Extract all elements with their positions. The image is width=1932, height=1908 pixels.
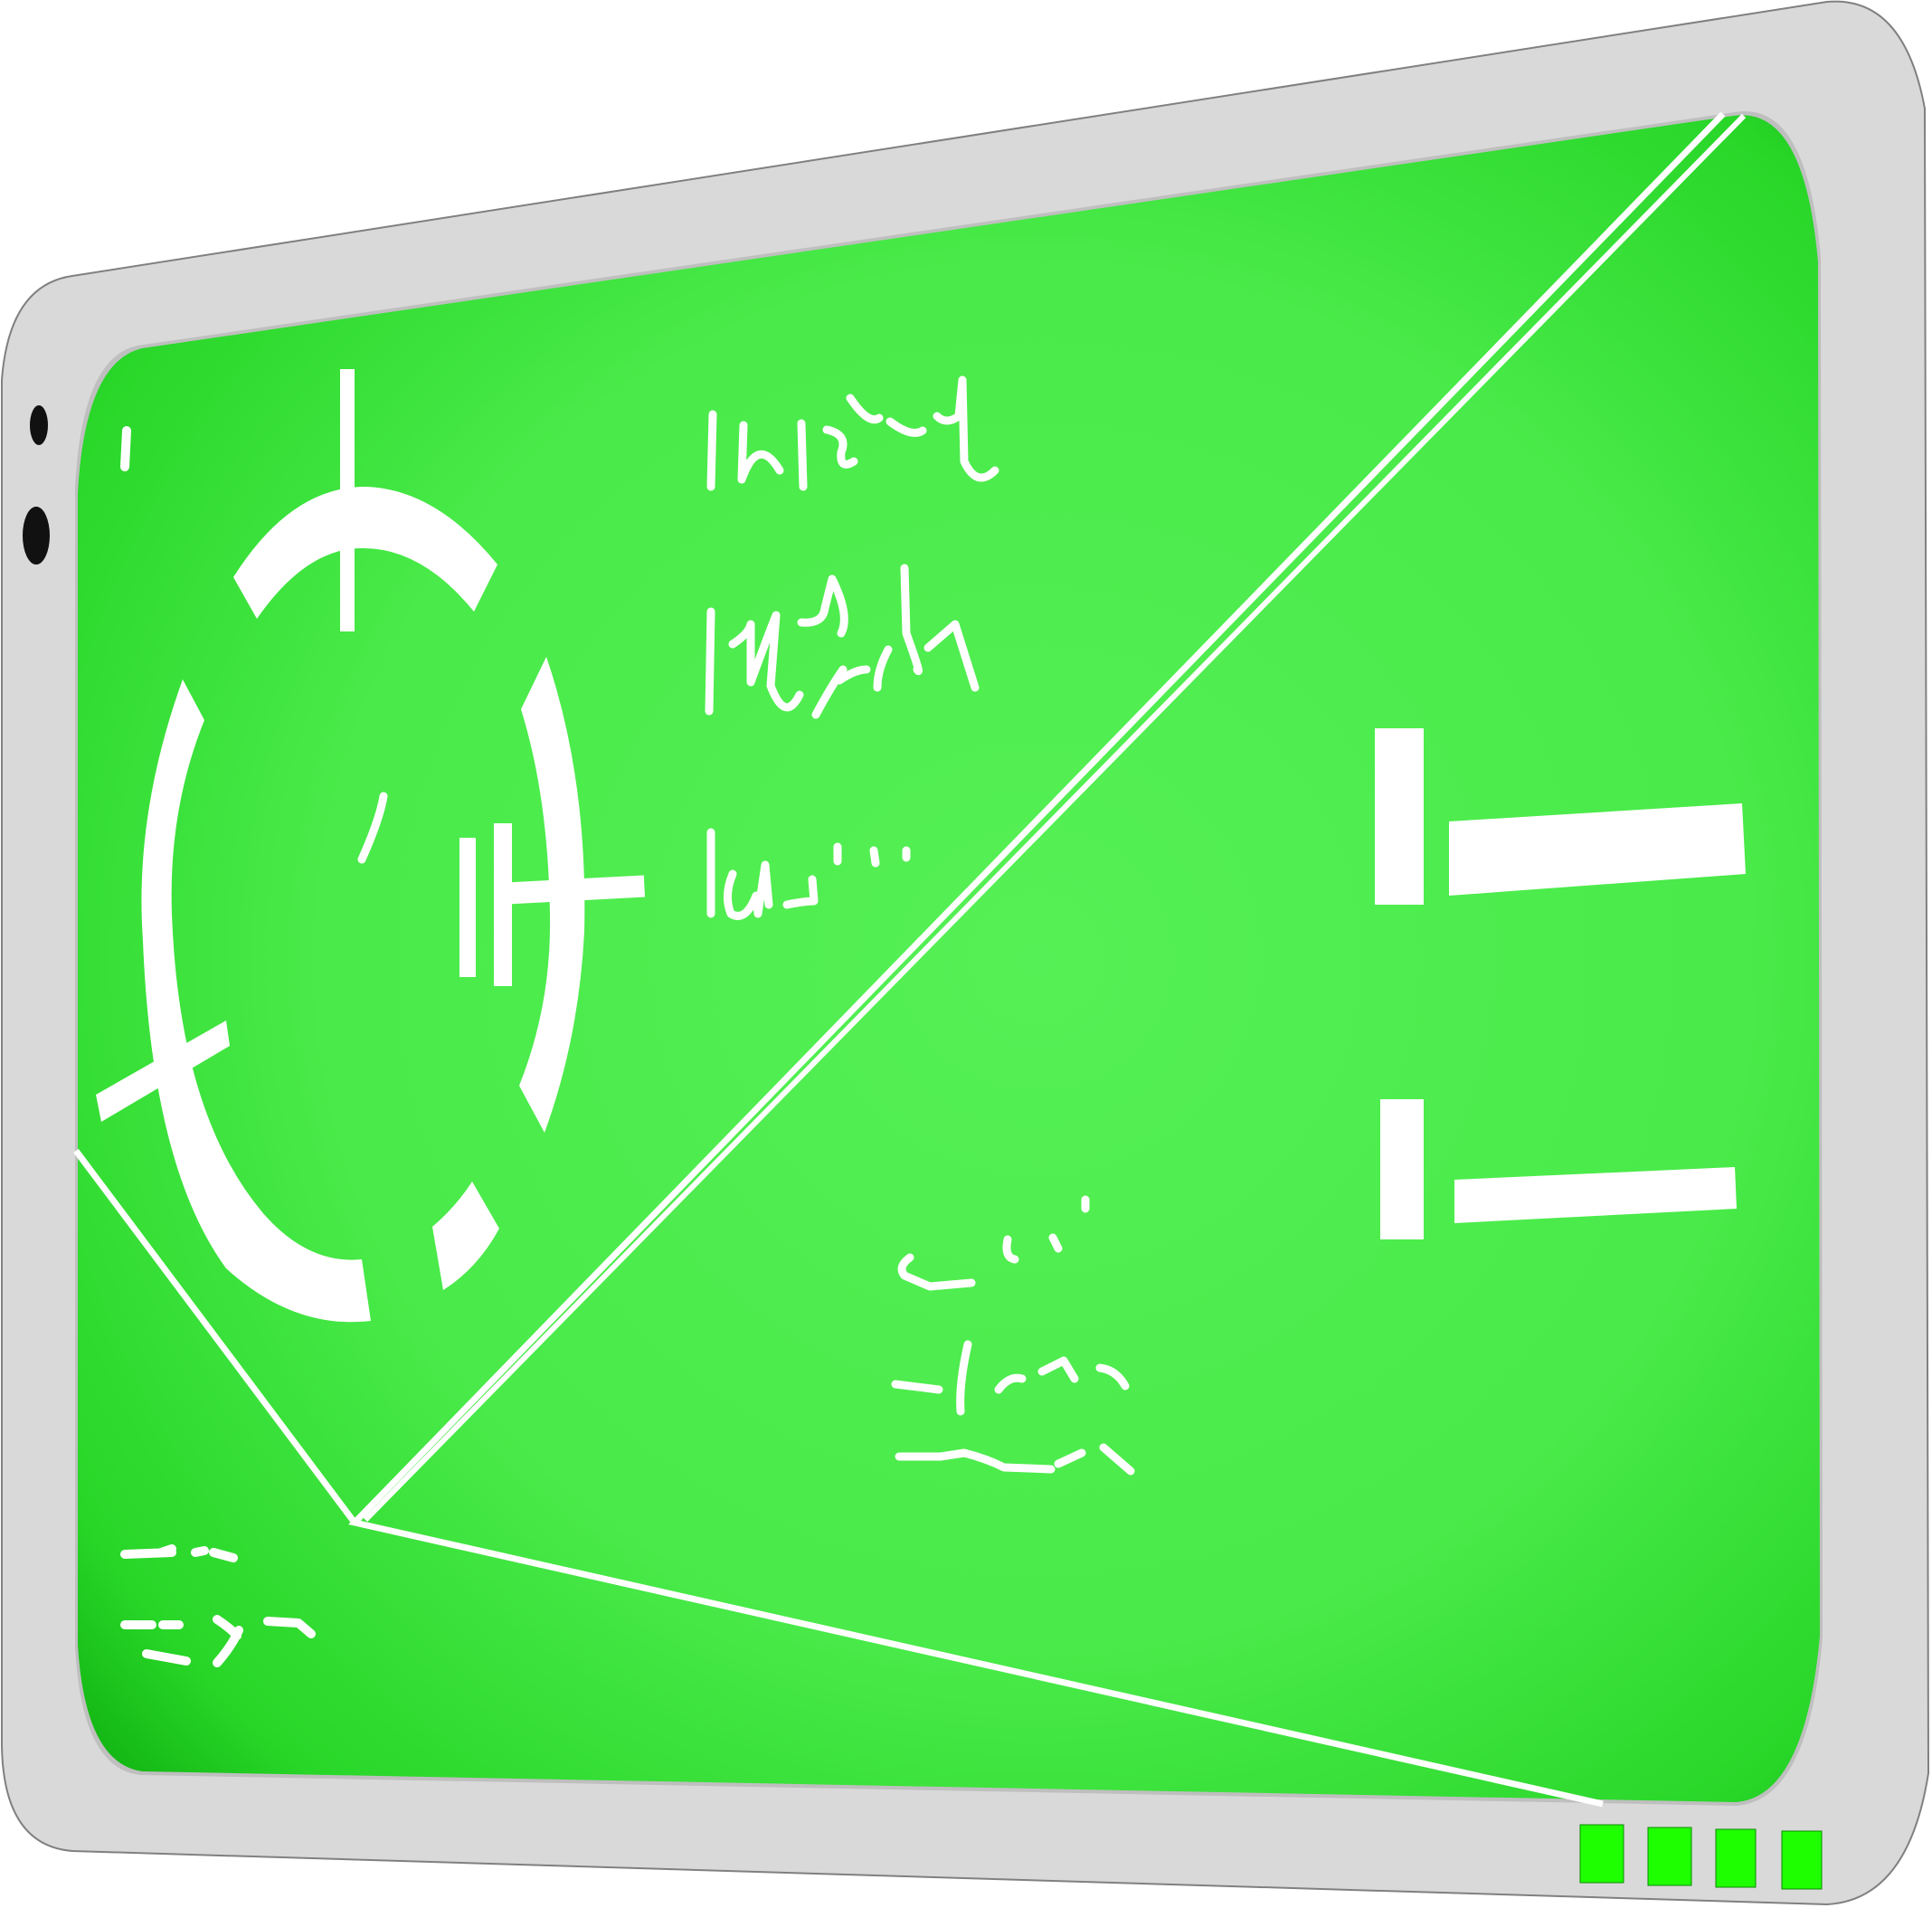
- status-bar-1-stub: [1375, 728, 1424, 905]
- status-bar-2-stub: [1380, 1099, 1424, 1239]
- handwritten-scribbles-corner: [120, 426, 316, 1667]
- status-bar-2-fill: [1454, 1167, 1737, 1223]
- status-bar-1-fill: [1449, 803, 1746, 896]
- indicator-led-2: [1647, 1827, 1692, 1886]
- screen-diagonal-lines: [73, 111, 1747, 1808]
- crosshair-reticle-icon: [96, 369, 646, 1323]
- indicator-led-4: [1781, 1830, 1823, 1890]
- status-bars: [1375, 728, 1746, 1239]
- indicator-led-3: [1715, 1828, 1757, 1888]
- screen: [78, 115, 1820, 1802]
- indicator-leds: [1579, 1824, 1823, 1890]
- indicator-led-1: [1579, 1824, 1624, 1884]
- camera-dot-small: [30, 405, 48, 445]
- camera-dot-large: [23, 507, 50, 565]
- handwritten-scribbles-top: [705, 375, 999, 920]
- handwritten-scribbles-bottom: [891, 1195, 1135, 1476]
- reticle-tick-mark: [357, 792, 388, 864]
